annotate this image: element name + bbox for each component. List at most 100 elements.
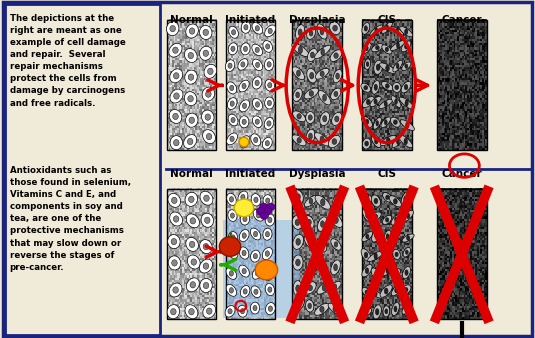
Ellipse shape <box>386 268 390 274</box>
Bar <box>226 189 276 319</box>
Ellipse shape <box>392 268 400 280</box>
Ellipse shape <box>242 268 246 274</box>
Ellipse shape <box>396 43 400 48</box>
Ellipse shape <box>372 229 381 242</box>
Ellipse shape <box>265 141 270 146</box>
Ellipse shape <box>188 52 194 59</box>
Ellipse shape <box>241 43 250 55</box>
Ellipse shape <box>323 94 326 101</box>
Ellipse shape <box>297 138 301 143</box>
Ellipse shape <box>334 216 338 223</box>
Ellipse shape <box>362 138 371 149</box>
Ellipse shape <box>295 25 305 40</box>
Ellipse shape <box>385 218 389 222</box>
Ellipse shape <box>320 241 324 248</box>
Ellipse shape <box>386 138 390 144</box>
Ellipse shape <box>379 99 393 108</box>
Ellipse shape <box>392 135 404 148</box>
Ellipse shape <box>169 283 182 297</box>
Ellipse shape <box>259 203 268 211</box>
Ellipse shape <box>255 102 259 107</box>
Ellipse shape <box>250 250 260 262</box>
Bar <box>167 20 216 150</box>
Ellipse shape <box>328 281 341 292</box>
Ellipse shape <box>315 304 329 315</box>
Ellipse shape <box>362 97 374 107</box>
Ellipse shape <box>366 99 370 105</box>
Ellipse shape <box>392 303 399 316</box>
Ellipse shape <box>296 70 301 76</box>
Ellipse shape <box>267 62 271 67</box>
Ellipse shape <box>361 83 371 92</box>
Ellipse shape <box>405 64 408 68</box>
Ellipse shape <box>334 53 338 58</box>
Ellipse shape <box>328 303 341 315</box>
Ellipse shape <box>315 68 329 79</box>
Ellipse shape <box>240 213 250 225</box>
Ellipse shape <box>315 195 331 209</box>
Ellipse shape <box>184 92 197 106</box>
Ellipse shape <box>365 290 369 294</box>
Ellipse shape <box>406 306 409 311</box>
Ellipse shape <box>366 62 369 67</box>
Ellipse shape <box>385 84 389 88</box>
Ellipse shape <box>255 119 259 124</box>
Ellipse shape <box>253 116 262 127</box>
Ellipse shape <box>253 210 264 221</box>
Ellipse shape <box>260 212 269 219</box>
Ellipse shape <box>406 122 409 128</box>
Ellipse shape <box>251 194 261 206</box>
Ellipse shape <box>226 267 236 279</box>
Ellipse shape <box>362 265 372 277</box>
Ellipse shape <box>293 234 303 249</box>
Ellipse shape <box>309 240 313 247</box>
Bar <box>437 20 487 150</box>
Ellipse shape <box>318 260 328 273</box>
Ellipse shape <box>266 203 275 211</box>
Ellipse shape <box>253 254 257 259</box>
Ellipse shape <box>331 239 341 250</box>
Text: CIS: CIS <box>377 15 396 25</box>
Ellipse shape <box>376 46 379 50</box>
Ellipse shape <box>376 309 379 315</box>
Ellipse shape <box>255 260 278 280</box>
Text: Cancer: Cancer <box>441 15 482 25</box>
Ellipse shape <box>374 60 383 74</box>
Ellipse shape <box>391 40 406 51</box>
Ellipse shape <box>363 209 372 222</box>
Ellipse shape <box>333 306 337 312</box>
Ellipse shape <box>262 137 272 149</box>
Ellipse shape <box>364 26 368 31</box>
Ellipse shape <box>208 68 213 74</box>
Ellipse shape <box>229 26 239 38</box>
Ellipse shape <box>383 306 389 317</box>
Ellipse shape <box>241 62 245 67</box>
Ellipse shape <box>317 281 331 294</box>
Ellipse shape <box>201 213 213 227</box>
Ellipse shape <box>244 25 248 30</box>
Ellipse shape <box>400 120 415 130</box>
Ellipse shape <box>265 97 274 109</box>
Ellipse shape <box>190 282 196 288</box>
Ellipse shape <box>168 256 181 270</box>
Ellipse shape <box>307 27 316 39</box>
Ellipse shape <box>381 81 393 91</box>
Ellipse shape <box>335 73 339 79</box>
Ellipse shape <box>404 29 408 34</box>
Ellipse shape <box>402 304 412 314</box>
Ellipse shape <box>173 216 179 222</box>
Ellipse shape <box>265 198 270 203</box>
Ellipse shape <box>399 97 414 109</box>
Ellipse shape <box>292 135 306 146</box>
Ellipse shape <box>255 26 259 31</box>
Ellipse shape <box>255 47 259 53</box>
Ellipse shape <box>293 111 305 122</box>
Ellipse shape <box>200 259 212 273</box>
Ellipse shape <box>321 263 325 270</box>
Ellipse shape <box>295 302 300 309</box>
Ellipse shape <box>380 136 396 146</box>
Ellipse shape <box>174 93 179 99</box>
Ellipse shape <box>401 41 411 52</box>
Ellipse shape <box>254 231 257 237</box>
Ellipse shape <box>242 233 246 238</box>
